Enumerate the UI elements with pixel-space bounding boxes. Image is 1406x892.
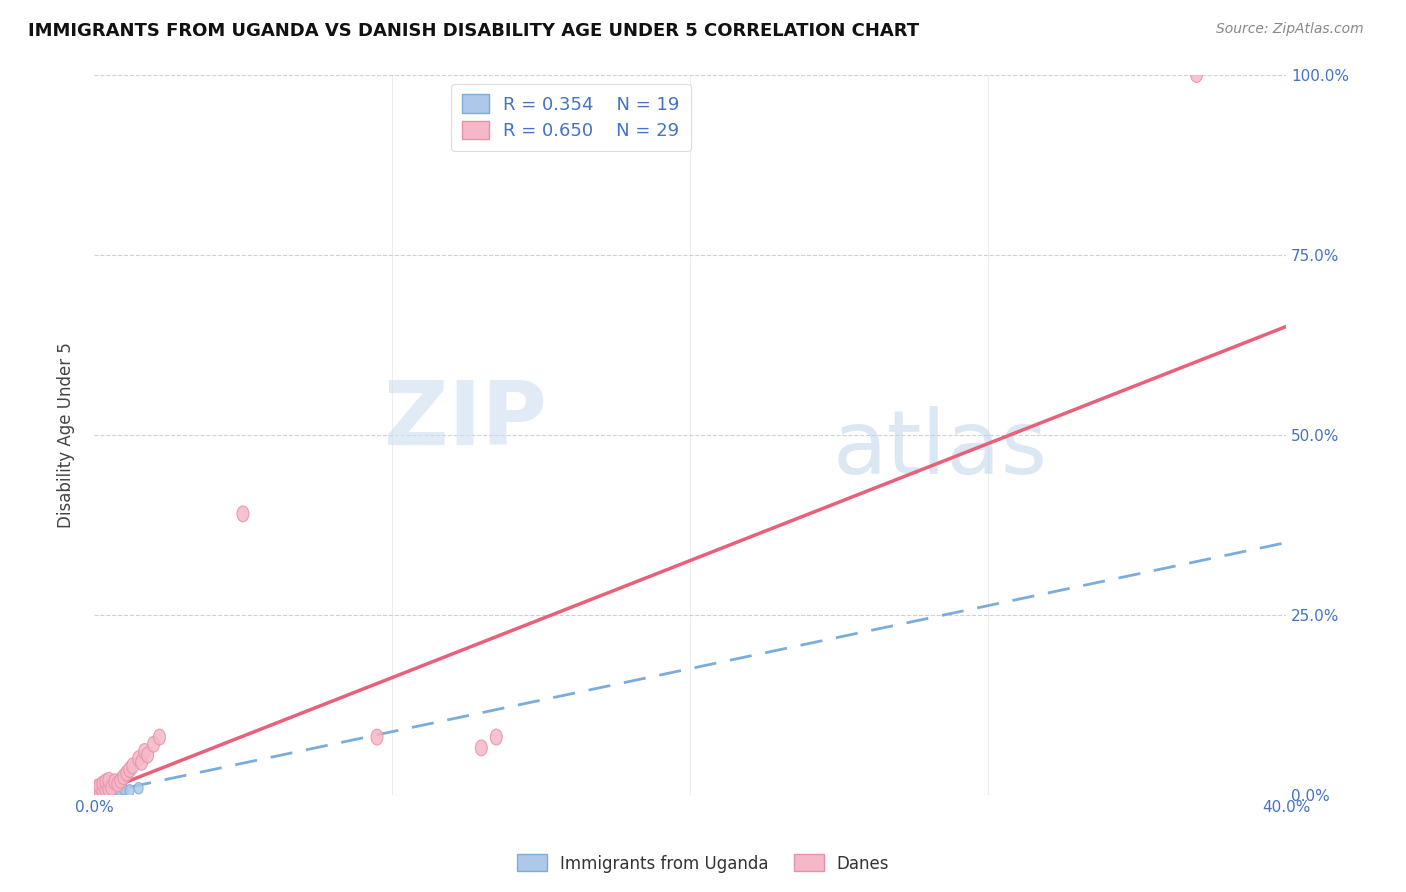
- Text: atlas: atlas: [832, 406, 1047, 492]
- Ellipse shape: [132, 751, 145, 766]
- Ellipse shape: [118, 769, 129, 785]
- Ellipse shape: [112, 776, 124, 792]
- Text: ZIP: ZIP: [384, 376, 547, 464]
- Ellipse shape: [101, 782, 110, 794]
- Ellipse shape: [100, 774, 112, 789]
- Ellipse shape: [124, 762, 135, 778]
- Ellipse shape: [117, 785, 125, 797]
- Ellipse shape: [103, 772, 115, 789]
- Ellipse shape: [94, 778, 105, 794]
- Ellipse shape: [110, 785, 120, 797]
- Ellipse shape: [139, 744, 150, 759]
- Ellipse shape: [93, 786, 101, 797]
- Ellipse shape: [103, 781, 115, 797]
- Ellipse shape: [115, 772, 127, 789]
- Legend: Immigrants from Uganda, Danes: Immigrants from Uganda, Danes: [510, 847, 896, 880]
- Ellipse shape: [91, 780, 103, 796]
- Ellipse shape: [96, 785, 104, 797]
- Ellipse shape: [108, 774, 121, 789]
- Ellipse shape: [1191, 67, 1202, 82]
- Ellipse shape: [134, 782, 143, 794]
- Ellipse shape: [238, 506, 249, 522]
- Ellipse shape: [107, 785, 117, 797]
- Ellipse shape: [93, 784, 101, 796]
- Ellipse shape: [91, 787, 100, 798]
- Ellipse shape: [114, 784, 122, 796]
- Ellipse shape: [96, 787, 104, 798]
- Ellipse shape: [105, 780, 118, 796]
- Ellipse shape: [371, 729, 382, 745]
- Ellipse shape: [97, 776, 108, 792]
- Ellipse shape: [94, 783, 105, 799]
- Ellipse shape: [135, 755, 148, 770]
- Ellipse shape: [120, 783, 128, 795]
- Ellipse shape: [98, 783, 107, 795]
- Ellipse shape: [100, 781, 112, 797]
- Ellipse shape: [142, 747, 153, 763]
- Ellipse shape: [97, 782, 108, 798]
- Ellipse shape: [91, 784, 103, 800]
- Ellipse shape: [148, 737, 159, 752]
- Ellipse shape: [475, 740, 488, 756]
- Legend: R = 0.354    N = 19, R = 0.650    N = 29: R = 0.354 N = 19, R = 0.650 N = 29: [451, 84, 690, 151]
- Ellipse shape: [127, 758, 139, 774]
- Ellipse shape: [104, 786, 114, 797]
- Ellipse shape: [107, 781, 117, 793]
- Y-axis label: Disability Age Under 5: Disability Age Under 5: [58, 342, 75, 527]
- Ellipse shape: [98, 786, 107, 797]
- Ellipse shape: [153, 729, 166, 745]
- Ellipse shape: [125, 785, 134, 797]
- Ellipse shape: [121, 765, 132, 781]
- Ellipse shape: [101, 785, 110, 797]
- Ellipse shape: [491, 729, 502, 745]
- Text: IMMIGRANTS FROM UGANDA VS DANISH DISABILITY AGE UNDER 5 CORRELATION CHART: IMMIGRANTS FROM UGANDA VS DANISH DISABIL…: [28, 22, 920, 40]
- Text: Source: ZipAtlas.com: Source: ZipAtlas.com: [1216, 22, 1364, 37]
- Ellipse shape: [104, 784, 114, 796]
